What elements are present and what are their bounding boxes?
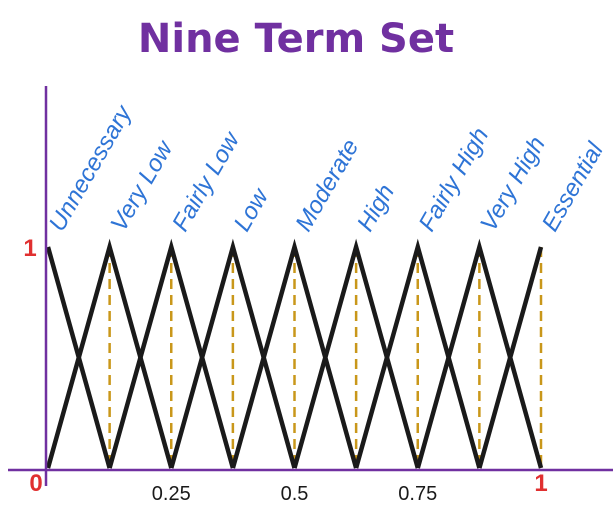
x-tick-label: 0 bbox=[29, 470, 42, 497]
membership-line bbox=[230, 238, 359, 469]
term-label: Low bbox=[229, 183, 275, 236]
axes bbox=[8, 86, 613, 486]
membership-line bbox=[415, 238, 544, 469]
membership-line bbox=[353, 238, 482, 469]
term-label: High bbox=[352, 180, 400, 236]
membership-line bbox=[45, 238, 174, 469]
y-tick-label: 1 bbox=[23, 235, 36, 262]
x-tick-label: 1 bbox=[534, 470, 547, 497]
membership-line bbox=[477, 246, 544, 469]
x-tick-label: 0.75 bbox=[398, 483, 437, 505]
membership-line bbox=[107, 238, 236, 469]
membership-line bbox=[169, 238, 297, 469]
chart-title: Nine Term Set bbox=[138, 16, 454, 62]
membership-line bbox=[292, 238, 420, 469]
peak-guides bbox=[108, 247, 543, 468]
membership-lines bbox=[45, 238, 544, 469]
term-label: Essential bbox=[537, 138, 609, 236]
x-tick-label: 0.5 bbox=[281, 483, 309, 505]
tick-labels: 0 0.25 0.5 0.75 1 1 bbox=[23, 235, 547, 505]
x-tick-label: 0.25 bbox=[152, 483, 191, 505]
